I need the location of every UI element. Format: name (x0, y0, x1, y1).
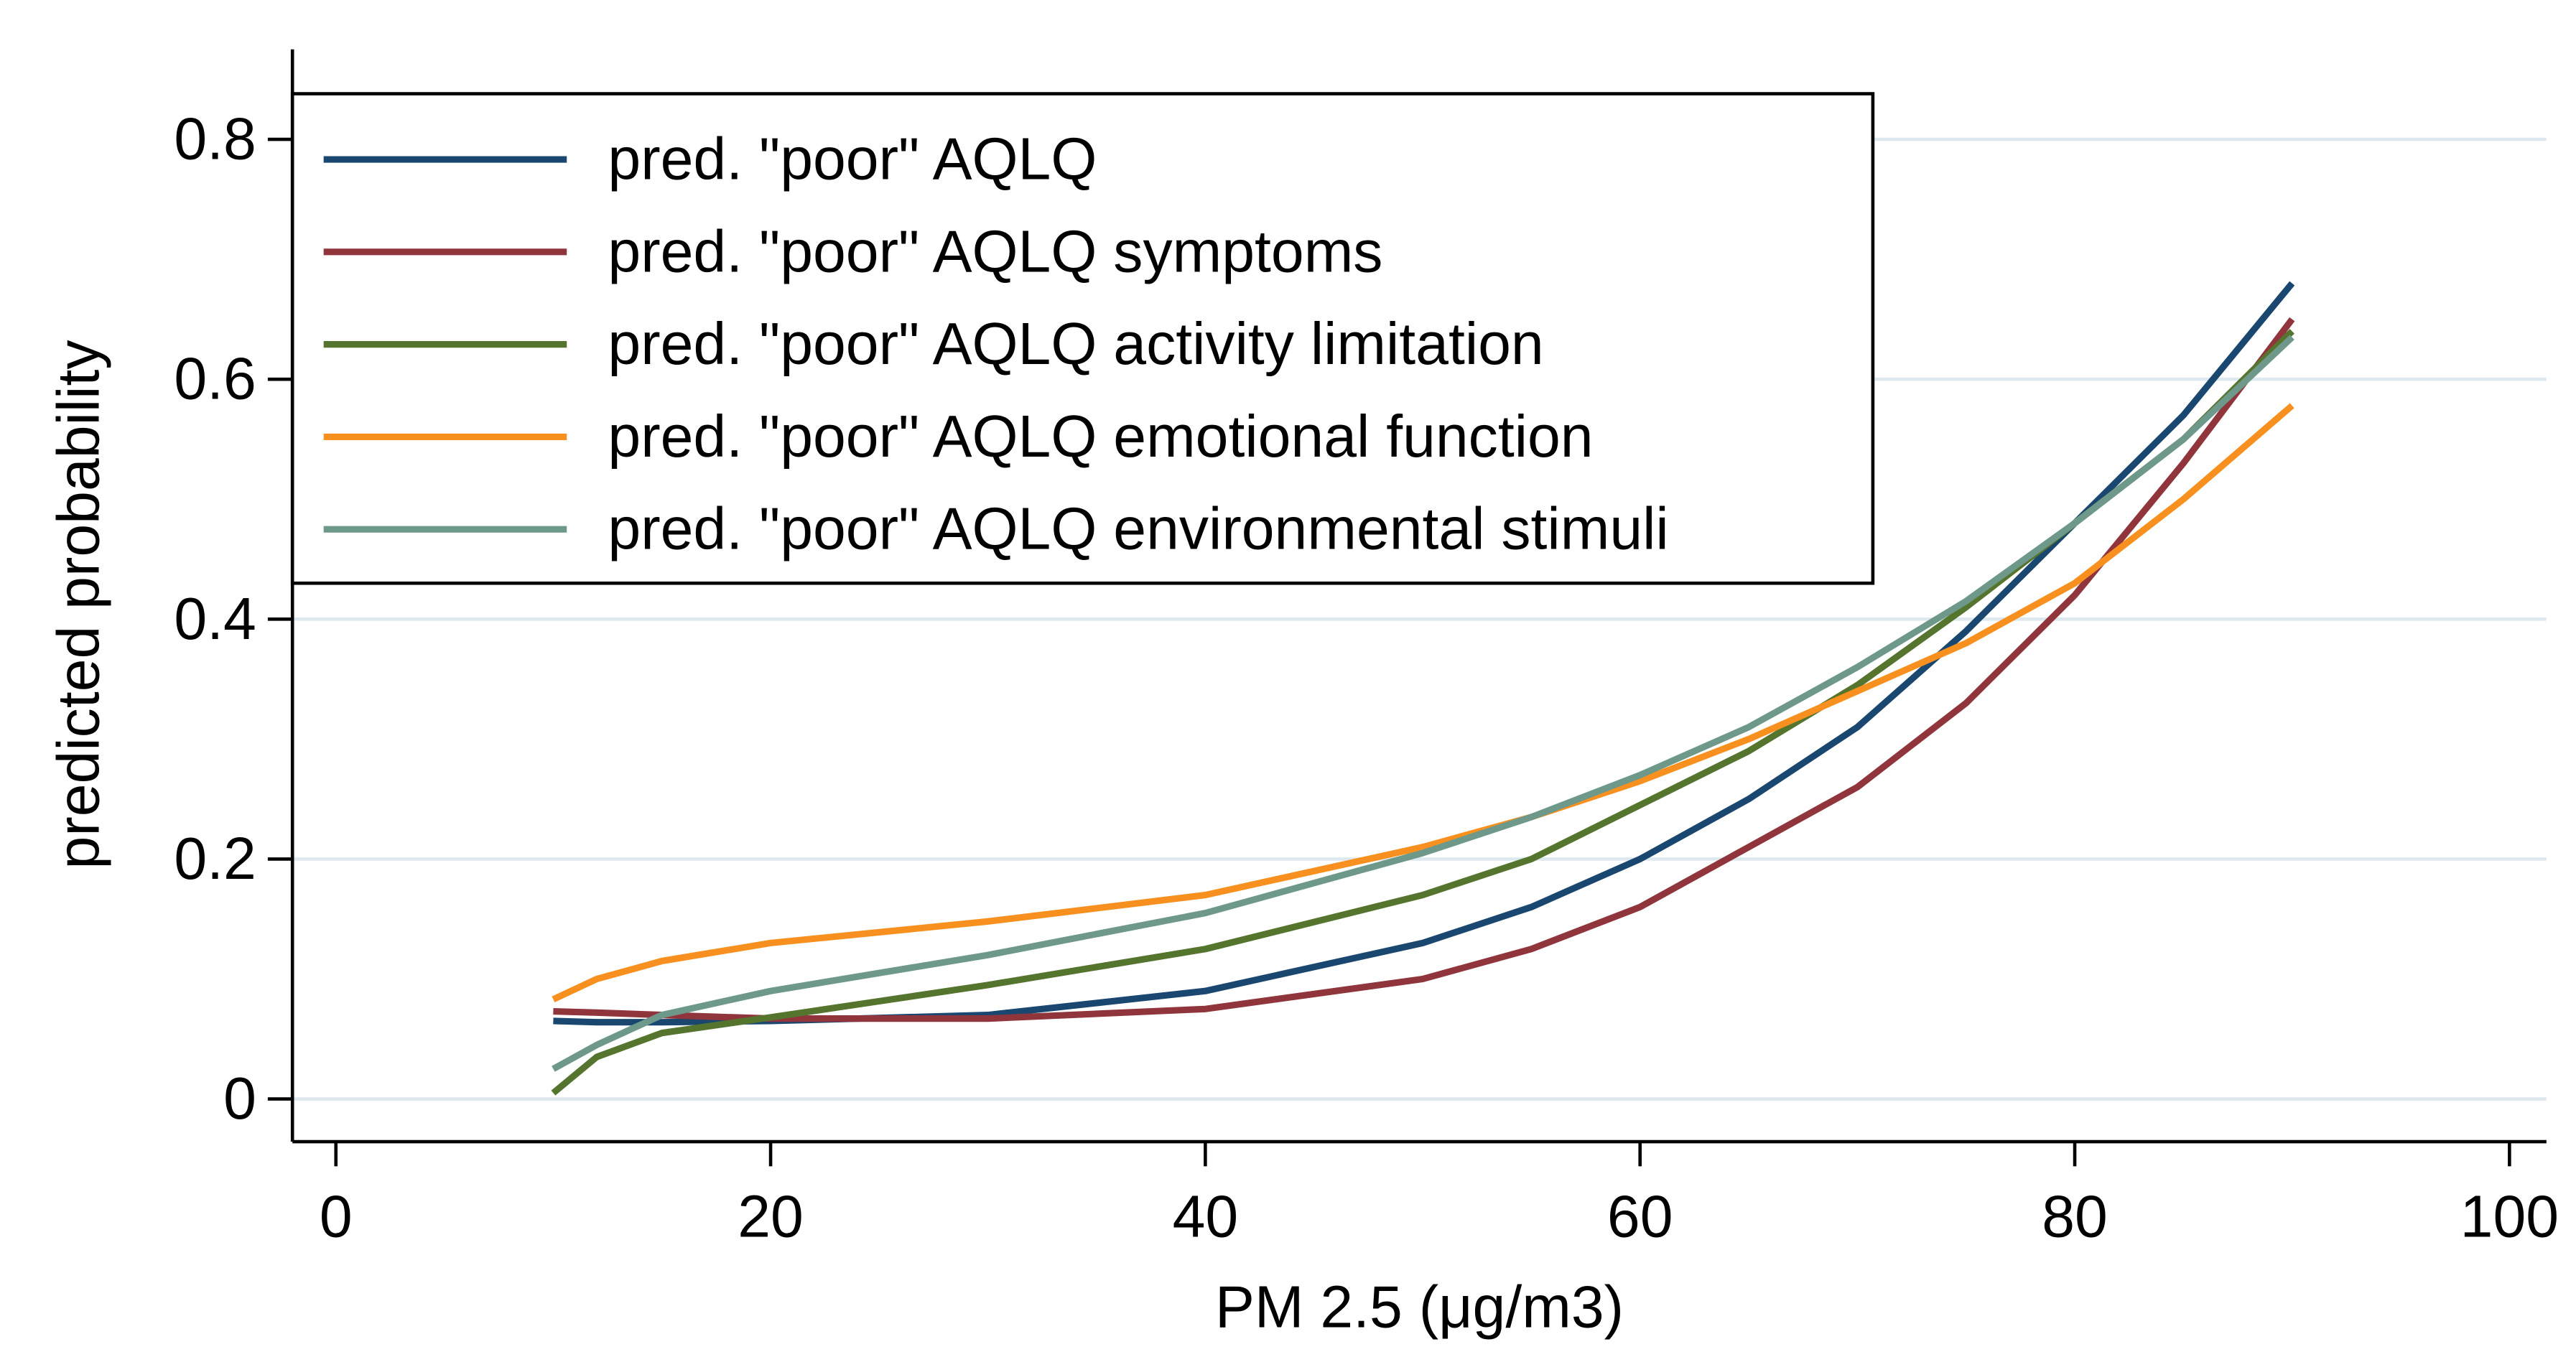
legend-label: pred. "poor" AQLQ symptoms (608, 218, 1382, 284)
x-axis-title: PM 2.5 (μg/m3) (1215, 1274, 1624, 1341)
x-tick-label: 0 (320, 1184, 353, 1250)
x-tick-label: 20 (738, 1184, 804, 1250)
line-series (553, 317, 2295, 1022)
y-tick-label: 0.4 (174, 586, 256, 652)
y-tick-label: 0.2 (174, 826, 256, 892)
y-tick-label: 0.8 (174, 106, 256, 172)
legend-label: pred. "poor" AQLQ environmental stimuli (608, 496, 1668, 562)
y-tick-label: 0 (223, 1066, 256, 1132)
line-series (552, 335, 2294, 1072)
x-tick-label: 80 (2042, 1184, 2108, 1250)
x-tick-label: 100 (2460, 1184, 2559, 1250)
legend: pred. "poor" AQLQ pred. "poor" AQLQ sympt… (290, 92, 1875, 585)
legend-label: pred. "poor" AQLQ (608, 126, 1097, 192)
x-tick-label: 60 (1607, 1184, 1673, 1250)
legend-label: pred. "poor" AQLQ emotional function (608, 404, 1593, 470)
x-tick-label: 40 (1173, 1184, 1239, 1250)
line-series (553, 281, 2295, 1026)
y-tick-label: 0.6 (174, 346, 256, 412)
legend-label: pred. "poor" AQLQ activity limitation (608, 311, 1543, 377)
legend-box (290, 92, 1875, 585)
y-axis-title: predicted probability (45, 340, 111, 870)
